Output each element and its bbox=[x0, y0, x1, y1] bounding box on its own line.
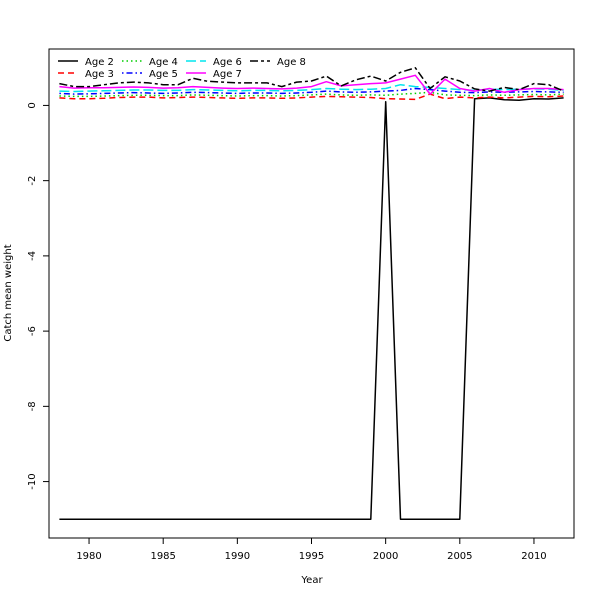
series-line-age-3 bbox=[59, 93, 564, 101]
y-tick-label--6: -6 bbox=[27, 326, 38, 336]
x-tick-label-1980: 1980 bbox=[76, 551, 101, 562]
x-axis-title: Year bbox=[300, 575, 323, 586]
legend-label-age-6: Age 6 bbox=[213, 57, 242, 68]
x-tick-label-1990: 1990 bbox=[225, 551, 250, 562]
x-axis: 1980 1985 1990 1995 2000 2005 2010 bbox=[76, 538, 547, 562]
legend-label-age-5: Age 5 bbox=[149, 69, 178, 80]
series-line-age-7 bbox=[59, 74, 564, 95]
legend-label-age-8: Age 8 bbox=[277, 57, 306, 68]
series-layer bbox=[59, 67, 564, 520]
x-tick-label-1995: 1995 bbox=[299, 551, 324, 562]
series-line-age-8 bbox=[59, 67, 564, 92]
legend-label-age-2: Age 2 bbox=[85, 57, 114, 68]
x-tick-label-2005: 2005 bbox=[447, 551, 472, 562]
y-axis-title: Catch mean weight bbox=[3, 244, 14, 341]
y-tick-label--2: -2 bbox=[27, 176, 38, 186]
legend-label-age-4: Age 4 bbox=[149, 57, 178, 68]
series-line-age-4 bbox=[59, 91, 564, 98]
legend-label-age-7: Age 7 bbox=[213, 69, 242, 80]
y-axis: 0 -2 -4 -6 -8 -10 bbox=[27, 102, 49, 490]
x-tick-label-1985: 1985 bbox=[150, 551, 175, 562]
series-line-age-2 bbox=[59, 97, 564, 520]
y-tick-label-0: 0 bbox=[27, 102, 38, 108]
x-tick-label-2010: 2010 bbox=[521, 551, 546, 562]
series-line-age-5 bbox=[59, 87, 564, 95]
y-tick-label--4: -4 bbox=[27, 251, 38, 261]
legend-label-age-3: Age 3 bbox=[85, 69, 114, 80]
x-tick-label-2000: 2000 bbox=[373, 551, 398, 562]
y-tick-label--8: -8 bbox=[27, 401, 38, 411]
y-tick-label--10: -10 bbox=[27, 473, 38, 489]
